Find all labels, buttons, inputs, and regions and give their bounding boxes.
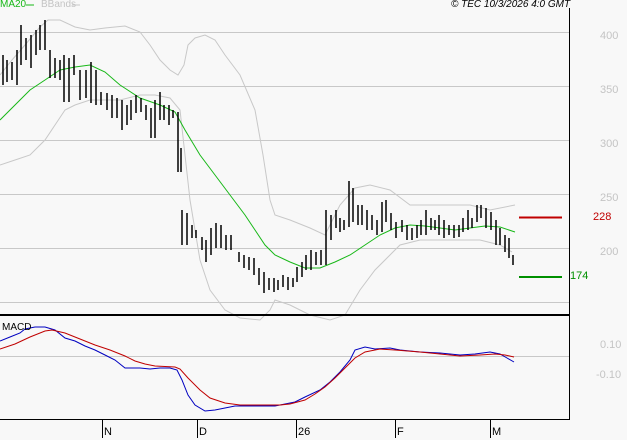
month-label-f: F [397, 426, 404, 438]
signal-line [0, 329, 515, 406]
month-label-26: 26 [298, 426, 311, 438]
price-tick-200: 200 [600, 246, 619, 258]
price-tick-300: 300 [600, 138, 619, 150]
macd-title: MACD [2, 322, 32, 333]
macd-line [0, 326, 515, 412]
bbands [0, 19, 516, 321]
support-label: 174 [570, 270, 589, 282]
legend-ma20: MA20 [0, 0, 27, 10]
macd-tick-neg: -0.10 [596, 369, 622, 381]
resistance-label: 228 [593, 211, 612, 223]
month-label-n: N [104, 426, 112, 438]
ma20-line [0, 64, 516, 269]
macd-tick-pos: 0.10 [600, 339, 622, 351]
price-tick-250: 250 [600, 192, 619, 204]
copyright-label: © TEC 10/3/2026 4:0 GMT [451, 0, 571, 10]
month-label-m: M [492, 426, 502, 438]
month-label-d: D [199, 426, 207, 438]
month-ticks [102, 420, 491, 438]
price-tick-400: 400 [600, 30, 619, 42]
legend-bbands: BBands [41, 0, 77, 10]
price-bars [2, 20, 514, 293]
price-tick-350: 350 [600, 84, 619, 96]
